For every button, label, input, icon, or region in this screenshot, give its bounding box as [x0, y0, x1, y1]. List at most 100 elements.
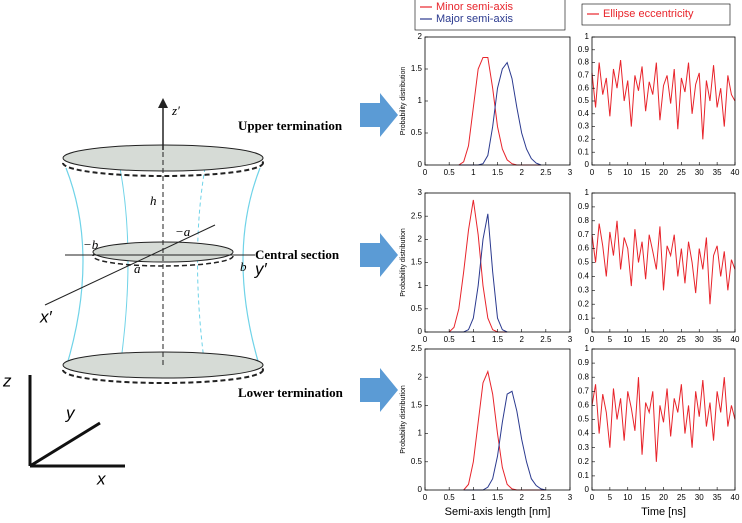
label: Lower termination [238, 385, 344, 400]
x-tick-label: 30 [695, 168, 704, 177]
y-tick-label: 0.7 [578, 230, 590, 239]
x-tick-label: 0 [423, 168, 428, 177]
x-tick-label: 0 [590, 493, 595, 502]
x-tick-label: 15 [641, 493, 650, 502]
x-tick-label: 5 [608, 168, 613, 177]
y-tick-label: 0.3 [578, 122, 590, 131]
x-tick-label: 5 [608, 335, 613, 344]
y-tick-label: 0 [418, 485, 423, 494]
y-tick-label: 0.5 [411, 128, 423, 137]
x-tick-label: 1 [471, 493, 476, 502]
diagram [28, 93, 398, 468]
x-tick-label: 30 [695, 335, 704, 344]
label: a [134, 261, 141, 276]
x-tick-label: 3 [568, 493, 573, 502]
series-line [458, 56, 541, 166]
y-tick-label: 2 [418, 32, 423, 41]
legend-label: Ellipse eccentricity [603, 8, 694, 20]
y-axis-label: Probability distribution [400, 228, 407, 297]
y-tick-label: 0.3 [578, 285, 590, 294]
plot-frame [591, 36, 736, 166]
x-tick-label: 1.5 [492, 168, 504, 177]
x-tick-label: 40 [731, 168, 740, 177]
disc-edge [92, 245, 234, 267]
y-tick-label: 0.6 [578, 83, 590, 92]
y-tick-label: 0.6 [578, 244, 590, 253]
y-tick-label: 1 [418, 96, 423, 105]
label: z′ [171, 103, 180, 118]
y-tick-label: 0.9 [578, 202, 590, 211]
plot-frame [424, 348, 571, 491]
x-tick-label: 0.5 [444, 493, 456, 502]
label: Upper termination [238, 118, 343, 133]
y-tick-label: 0.5 [578, 258, 590, 267]
y-tick-label: 1 [418, 429, 423, 438]
y-tick-label: 0.1 [578, 147, 590, 156]
label: y′ [254, 259, 268, 278]
label: −a [175, 224, 191, 239]
x-tick-label: 1 [471, 168, 476, 177]
x-tick-label: 0 [590, 168, 595, 177]
x-tick-label: 0 [590, 335, 595, 344]
x-tick-label: 15 [641, 168, 650, 177]
x-tick-label: 20 [659, 335, 668, 344]
legend-box [581, 3, 731, 26]
x-tick-label: 5 [608, 493, 613, 502]
arrow [360, 233, 398, 277]
x-tick-label: 25 [677, 168, 686, 177]
x-tick-label: 1 [471, 335, 476, 344]
series-line [458, 61, 542, 166]
y-tick-label: 0.7 [578, 71, 590, 80]
label: −b [83, 237, 99, 252]
x-tick-label: 3 [568, 168, 573, 177]
x-tick-label: 40 [731, 493, 740, 502]
wall [65, 167, 84, 369]
y-tick-label: 1 [585, 188, 590, 197]
label: b [240, 259, 247, 274]
legend-label: Minor semi-axis [436, 1, 514, 13]
plot-frame [424, 36, 571, 166]
y-tick-label: 0.2 [578, 135, 590, 144]
y-tick-label: 0.5 [411, 304, 423, 313]
arrow [360, 368, 398, 412]
y-tick-label: 2 [418, 372, 423, 381]
y-axis-label: Probability distribution [400, 67, 407, 136]
x-tick-label: 40 [731, 335, 740, 344]
arrow [360, 93, 398, 137]
wall [242, 167, 261, 369]
x-tick-label: 20 [659, 493, 668, 502]
y-tick-label: 0.9 [578, 358, 590, 367]
y-tick-label: 0 [418, 160, 423, 169]
y-tick-label: 1 [418, 281, 423, 290]
x-tick-label: 1.5 [492, 335, 504, 344]
axis [44, 224, 216, 306]
plot-frame [424, 192, 571, 333]
label: x [96, 469, 106, 488]
y-tick-label: 1.5 [411, 258, 423, 267]
y-tick-label: 2 [418, 234, 423, 243]
y-tick-label: 0.9 [578, 45, 590, 54]
y-tick-label: 0.8 [578, 216, 590, 225]
y-tick-label: 0.4 [578, 272, 590, 281]
series-line [591, 220, 736, 305]
x-tick-label: 3 [568, 335, 573, 344]
x-tick-label: 0 [423, 335, 428, 344]
y-tick-label: 0.8 [578, 58, 590, 67]
y-tick-label: 0 [418, 327, 423, 336]
y-tick-label: 0.7 [578, 386, 590, 395]
y-tick-label: 0.5 [411, 457, 423, 466]
y-tick-label: 0.6 [578, 401, 590, 410]
x-tick-label: 2.5 [540, 335, 552, 344]
x-tick-label: 2 [519, 493, 524, 502]
x-tick-label: 25 [677, 335, 686, 344]
y-tick-label: 1.5 [411, 64, 423, 73]
y-tick-label: 0 [585, 485, 590, 494]
label: h [150, 193, 157, 208]
series-line [591, 59, 736, 140]
x-tick-label: 0 [423, 493, 428, 502]
series-line [463, 369, 546, 491]
x-tick-label: 2 [519, 168, 524, 177]
wall [119, 167, 129, 369]
label: x′ [39, 307, 53, 326]
